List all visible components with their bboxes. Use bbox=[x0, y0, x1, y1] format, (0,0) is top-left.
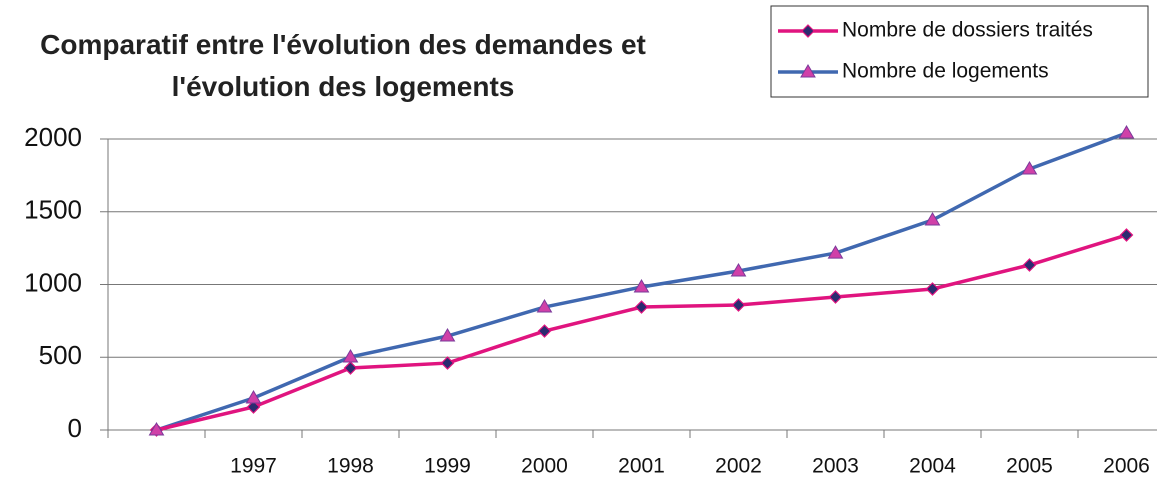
marker bbox=[827, 245, 844, 259]
marker bbox=[1119, 228, 1134, 242]
x-tick-label: 2005 bbox=[1006, 455, 1053, 478]
y-tick-label: 2000 bbox=[24, 122, 82, 152]
legend-label: Nombre de logements bbox=[842, 60, 1049, 83]
legend-box bbox=[770, 5, 1149, 98]
marker bbox=[536, 299, 553, 313]
marker bbox=[537, 324, 552, 338]
marker bbox=[343, 361, 358, 375]
x-tick-label: 2002 bbox=[715, 455, 762, 478]
x-tick-label: 1999 bbox=[424, 455, 471, 478]
x-tick-label: 2001 bbox=[618, 455, 665, 478]
y-tick-label: 0 bbox=[68, 413, 82, 443]
marker bbox=[800, 64, 816, 78]
x-tick-label: 1998 bbox=[327, 455, 374, 478]
x-tick-label: 2004 bbox=[909, 455, 956, 478]
marker bbox=[1118, 125, 1135, 139]
series-line bbox=[156, 233, 1128, 432]
marker bbox=[246, 400, 261, 414]
y-tick-label: 500 bbox=[39, 340, 82, 370]
x-tick-label: 2006 bbox=[1103, 455, 1150, 478]
chart-title: Comparatif entre l'évolution des demande… bbox=[40, 29, 646, 102]
marker bbox=[924, 212, 941, 226]
y-tick-label: 1000 bbox=[24, 267, 82, 297]
marker bbox=[439, 328, 456, 342]
y-tick-label: 1500 bbox=[24, 195, 82, 225]
x-tick-label: 2000 bbox=[521, 455, 568, 478]
marker bbox=[1021, 160, 1038, 175]
marker bbox=[342, 348, 359, 363]
legend-label: Nombre de dossiers traités bbox=[842, 19, 1093, 42]
marker bbox=[828, 290, 843, 304]
marker bbox=[731, 298, 746, 312]
x-tick-label: 1997 bbox=[230, 455, 277, 478]
marker bbox=[633, 278, 650, 293]
marker bbox=[801, 24, 815, 38]
marker bbox=[1022, 258, 1037, 272]
marker bbox=[440, 356, 455, 370]
marker bbox=[730, 262, 747, 277]
marker bbox=[245, 389, 262, 404]
x-tick-label: 2003 bbox=[812, 455, 859, 478]
marker bbox=[634, 300, 649, 314]
marker bbox=[925, 282, 940, 296]
marker bbox=[148, 422, 165, 436]
